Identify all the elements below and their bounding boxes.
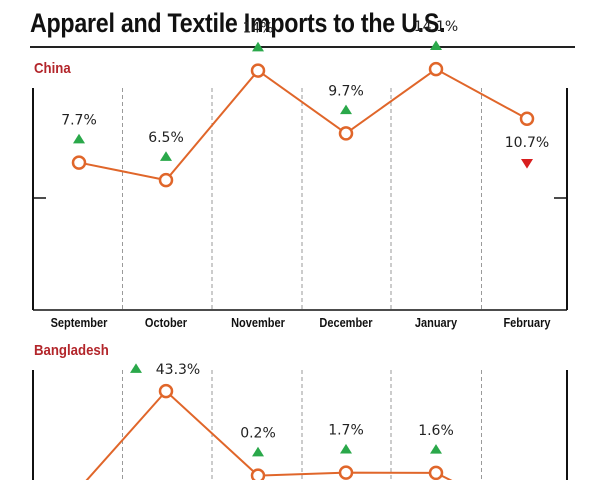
china-data-point (250, 63, 266, 78)
china-data-label: 10.7% (505, 135, 549, 151)
china-data-point (428, 61, 444, 77)
china-data-label: 7.7% (61, 113, 97, 129)
bangladesh-data-point (158, 383, 174, 399)
up-arrow-icon (340, 443, 352, 454)
up-arrow-icon (73, 133, 85, 144)
bangladesh-data-point (428, 465, 444, 480)
bangladesh-data-label: 1.6% (418, 423, 454, 439)
up-arrow-icon (252, 446, 264, 457)
x-tick-label: September (51, 316, 108, 330)
bangladesh-data-label: 43.3% (156, 362, 200, 378)
china-data-label: 14.1% (414, 19, 458, 35)
x-tick-label: October (145, 316, 188, 330)
up-arrow-icon (130, 363, 142, 373)
up-arrow-icon (340, 104, 352, 115)
up-arrow-icon (430, 444, 442, 454)
up-arrow-icon (252, 41, 264, 52)
title-rule (30, 46, 575, 48)
china-data-point (519, 111, 535, 127)
bangladesh-data-point (338, 465, 354, 480)
china-series-line (78, 67, 528, 182)
china-data-point (158, 172, 174, 188)
up-arrow-icon (160, 151, 172, 161)
down-arrow-icon (521, 158, 533, 169)
x-tick-label: November (231, 316, 285, 330)
chart-title: Apparel and Textile Imports to the U.S. (30, 8, 446, 38)
china-data-point (71, 155, 87, 170)
x-tick-label: January (415, 316, 458, 330)
up-arrow-icon (430, 40, 442, 50)
bangladesh-panel-label: Bangladesh (34, 342, 109, 359)
bangladesh-data-label: 1.7% (328, 423, 364, 439)
x-tick-label: February (503, 316, 550, 330)
bangladesh-data-point (250, 468, 266, 480)
bangladesh-data-label: 0.2% (240, 426, 276, 442)
china-panel-label: China (34, 60, 71, 77)
china-data-label: 6.5% (148, 130, 184, 146)
x-tick-label: December (319, 316, 373, 330)
china-data-label: 14% (242, 21, 273, 37)
china-data-point (338, 126, 354, 141)
china-data-label: 9.7% (328, 83, 364, 99)
